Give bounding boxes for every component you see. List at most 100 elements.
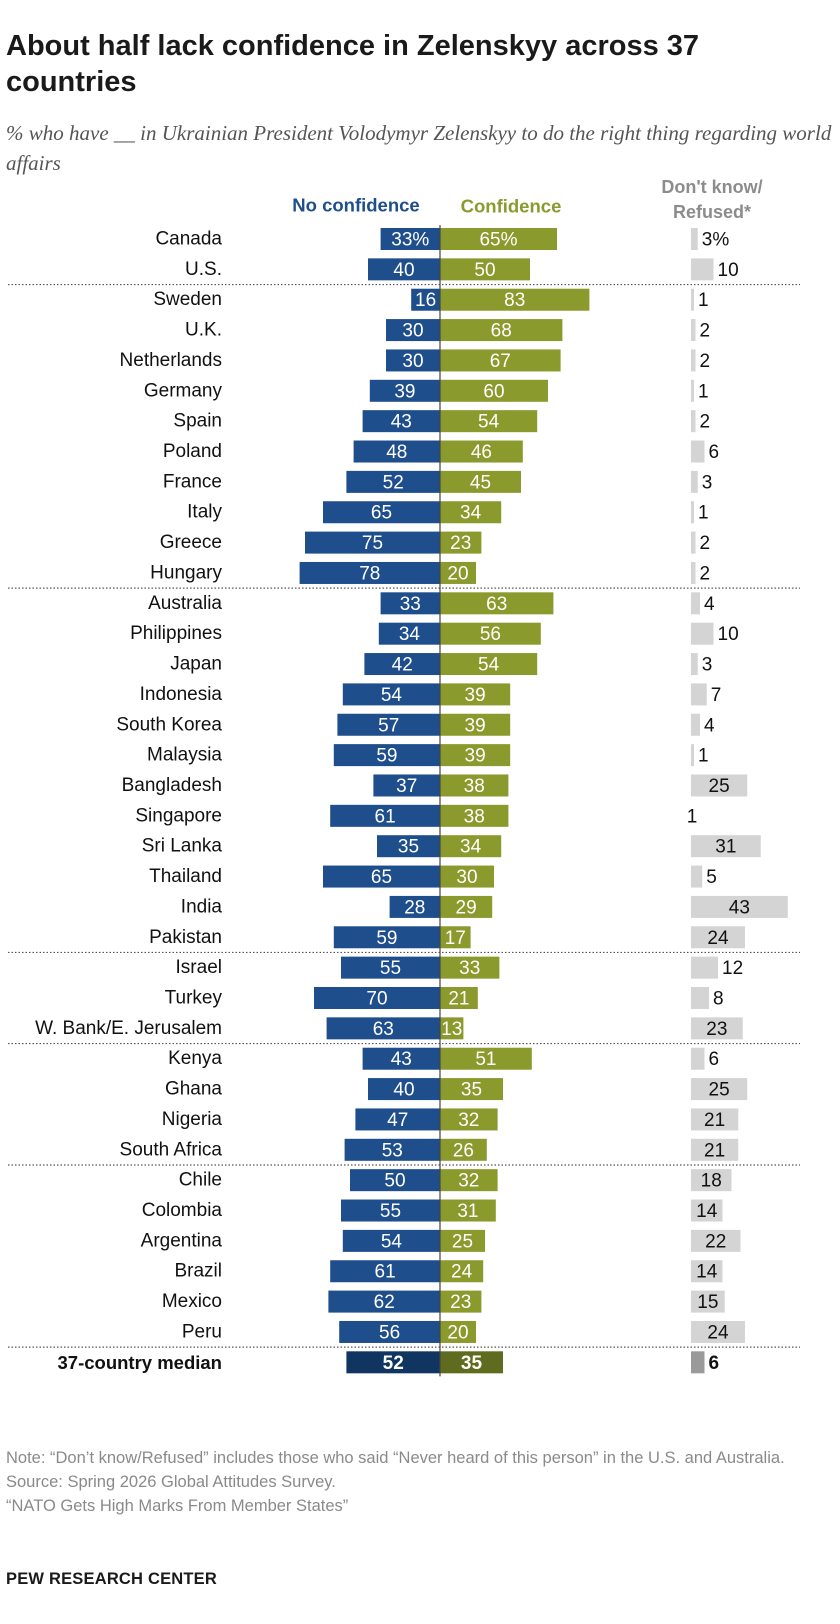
no-confidence-bar	[350, 1169, 440, 1192]
confidence-bar	[440, 319, 563, 342]
no-confidence-value: 59	[376, 928, 397, 949]
confidence-value: 20	[447, 1322, 468, 1343]
footnote-report: “NATO Gets High Marks From Member States…	[6, 1497, 349, 1515]
confidence-bar	[440, 1351, 503, 1374]
footnote-block: Note: “Don’t know/Refused” includes thos…	[6, 1446, 826, 1518]
confidence-value: 17	[445, 928, 466, 949]
no-confidence-value: 55	[380, 1201, 401, 1222]
dont-know-value: 6	[709, 1049, 720, 1070]
dont-know-bar	[691, 1169, 732, 1192]
no-confidence-bar	[341, 1199, 440, 1222]
dont-know-bar	[691, 926, 745, 949]
confidence-bar	[440, 1199, 496, 1222]
country-label: Indonesia	[140, 684, 223, 705]
no-confidence-value: 47	[387, 1110, 408, 1131]
dont-know-value: 25	[709, 776, 730, 797]
no-confidence-bar	[333, 744, 440, 767]
dont-know-bar	[691, 1229, 741, 1252]
no-confidence-value: 55	[380, 958, 401, 979]
country-label: Thailand	[149, 866, 222, 887]
dont-know-value: 2	[700, 351, 711, 372]
dont-know-value: 3	[702, 472, 713, 493]
no-confidence-value: 39	[394, 381, 415, 402]
no-confidence-value: 28	[404, 897, 425, 918]
country-label: Germany	[144, 380, 223, 401]
dont-know-value: 12	[722, 958, 743, 979]
dont-know-value: 24	[707, 928, 729, 949]
dont-know-bar	[691, 683, 707, 706]
dont-know-value: 2	[700, 412, 711, 433]
median-label: 37-country median	[58, 1352, 223, 1373]
confidence-bar	[440, 1108, 498, 1131]
dont-know-bar	[691, 1047, 705, 1070]
confidence-bar	[440, 501, 502, 524]
no-confidence-bar	[299, 561, 440, 584]
dont-know-value: 3	[702, 655, 713, 676]
no-confidence-bar	[386, 319, 440, 342]
no-confidence-value: 75	[362, 533, 383, 554]
confidence-value: 31	[457, 1201, 478, 1222]
dont-know-bar	[691, 1108, 739, 1131]
dont-know-value: 7	[711, 685, 722, 706]
confidence-value: 33	[459, 958, 480, 979]
confidence-value: 29	[456, 897, 477, 918]
confidence-value: 54	[478, 655, 500, 676]
dont-know-value: 1	[698, 381, 709, 402]
no-confidence-bar	[368, 258, 440, 281]
confidence-bar	[440, 1290, 482, 1313]
confidence-bar	[440, 1169, 498, 1192]
confidence-bar	[440, 592, 554, 615]
no-confidence-value: 53	[382, 1140, 403, 1161]
confidence-bar	[440, 349, 561, 372]
confidence-value: 38	[464, 776, 485, 797]
dont-know-value: 22	[705, 1231, 726, 1252]
no-confidence-bar	[362, 410, 440, 433]
dont-know-value: 5	[706, 867, 717, 888]
no-confidence-bar	[339, 1320, 440, 1343]
confidence-value: 23	[450, 1292, 471, 1313]
confidence-value: 25	[452, 1231, 473, 1252]
confidence-value: 32	[458, 1171, 479, 1192]
dont-know-value: 10	[718, 260, 739, 281]
country-label: Kenya	[168, 1048, 222, 1069]
no-confidence-value: 50	[384, 1171, 405, 1192]
no-confidence-bar	[341, 956, 440, 979]
no-confidence-value: 70	[366, 989, 387, 1010]
confidence-value: 56	[480, 624, 501, 645]
dont-know-bar	[691, 744, 694, 767]
no-confidence-value: 62	[374, 1292, 395, 1313]
confidence-bar	[440, 835, 502, 858]
no-confidence-value: 61	[375, 806, 396, 827]
no-confidence-value: 30	[402, 321, 423, 342]
no-confidence-bar	[368, 1078, 440, 1101]
country-label: Mexico	[162, 1291, 222, 1312]
confidence-bar	[440, 440, 523, 463]
country-label: Malaysia	[147, 745, 222, 766]
country-label: Israel	[176, 957, 222, 978]
country-label: Brazil	[174, 1261, 222, 1282]
dont-know-bar	[691, 987, 709, 1009]
dont-know-bar	[691, 653, 698, 676]
no-confidence-value: 16	[415, 290, 436, 311]
no-confidence-bar	[377, 835, 440, 858]
confidence-value: 38	[464, 806, 485, 827]
no-confidence-bar	[333, 926, 440, 949]
no-confidence-value: 78	[359, 563, 380, 584]
no-confidence-bar	[305, 531, 440, 554]
no-confidence-bar	[346, 1351, 440, 1374]
country-label: Australia	[148, 593, 222, 614]
dont-know-bar	[691, 410, 696, 433]
no-confidence-bar	[380, 592, 440, 615]
no-confidence-bar	[373, 774, 440, 797]
country-label: Peru	[182, 1321, 222, 1342]
confidence-value: 26	[453, 1140, 474, 1161]
confidence-bar	[440, 1138, 487, 1161]
confidence-value: 21	[448, 989, 469, 1010]
confidence-value: 50	[474, 260, 495, 281]
no-confidence-value: 52	[383, 1353, 404, 1374]
no-confidence-value: 37	[396, 776, 417, 797]
dont-know-bar	[691, 470, 698, 493]
dont-know-bar	[691, 228, 698, 250]
confidence-value: 39	[465, 685, 486, 706]
no-confidence-bar	[386, 349, 440, 372]
